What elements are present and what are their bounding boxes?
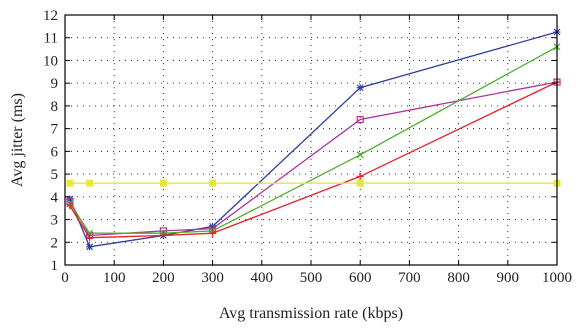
x-tick-label: 400 bbox=[251, 270, 274, 286]
series-layer bbox=[66, 28, 561, 251]
y-tick-label: 1 bbox=[51, 258, 59, 274]
data-point bbox=[356, 179, 364, 187]
data-point bbox=[356, 172, 364, 180]
x-tick-label: 100 bbox=[103, 270, 126, 286]
series-2 bbox=[66, 78, 561, 240]
x-tick-label: 0 bbox=[61, 270, 69, 286]
x-tick-label: 900 bbox=[497, 270, 520, 286]
data-point bbox=[209, 222, 217, 230]
data-point bbox=[86, 243, 94, 251]
data-point bbox=[86, 234, 94, 242]
series-5 bbox=[66, 179, 561, 187]
series-line bbox=[69, 46, 558, 234]
data-point bbox=[356, 115, 364, 124]
y-tick-label: 11 bbox=[44, 31, 58, 47]
axis-ticks: 0 100 200 300 400 500 600 700 800 900 100012345678… bbox=[43, 8, 572, 286]
series-line bbox=[69, 81, 558, 239]
data-point bbox=[86, 179, 94, 187]
x-tick-label: 700 bbox=[398, 270, 421, 286]
x-axis-title: Avg transmission rate (kbps) bbox=[219, 305, 403, 322]
x-tick-label: 300 bbox=[201, 270, 224, 286]
data-point bbox=[159, 231, 167, 239]
y-axis-title: Avg jitter (ms) bbox=[9, 93, 26, 187]
series-3 bbox=[66, 43, 561, 237]
data-point bbox=[209, 229, 217, 237]
y-tick-label: 10 bbox=[43, 53, 58, 69]
y-tick-label: 12 bbox=[43, 8, 58, 24]
data-point bbox=[209, 179, 217, 187]
x-tick-label: 200 bbox=[152, 270, 175, 286]
y-tick-label: 6 bbox=[51, 144, 59, 160]
y-tick-label: 2 bbox=[51, 235, 59, 251]
data-point bbox=[159, 179, 167, 187]
x-tick-label: 500 bbox=[300, 270, 323, 286]
data-point bbox=[66, 202, 74, 210]
y-tick-label: 8 bbox=[51, 99, 59, 115]
y-tick-label: 5 bbox=[51, 167, 59, 183]
x-tick-label: 800 bbox=[447, 270, 470, 286]
data-point bbox=[66, 195, 74, 203]
data-point bbox=[356, 84, 364, 92]
x-tick-label: 1000 bbox=[542, 270, 572, 286]
data-point bbox=[66, 179, 74, 187]
y-tick-label: 7 bbox=[51, 122, 59, 138]
y-tick-label: 4 bbox=[51, 190, 59, 206]
series-line bbox=[69, 81, 558, 237]
series-4 bbox=[66, 78, 561, 242]
series-line bbox=[69, 31, 558, 248]
data-point bbox=[356, 151, 364, 159]
y-tick-label: 3 bbox=[51, 213, 59, 229]
grid-lines bbox=[65, 15, 557, 265]
x-tick-label: 600 bbox=[349, 270, 372, 286]
y-tick-label: 9 bbox=[51, 76, 59, 92]
series-1 bbox=[66, 28, 561, 251]
